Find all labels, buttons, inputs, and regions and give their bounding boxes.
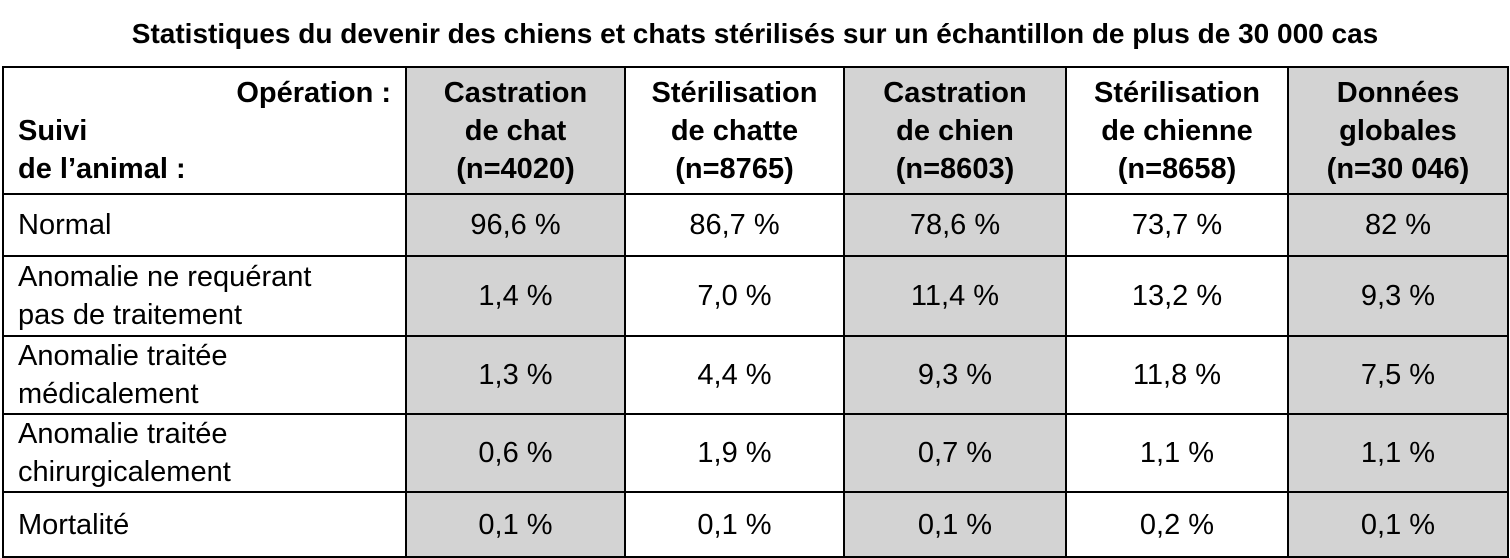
- corner-top: Opération :: [236, 76, 391, 109]
- cell: 0,1 %: [624, 491, 845, 558]
- row-label: Anomalie ne requérant pas de traitement: [2, 255, 407, 337]
- column-header-line: Stérilisation: [651, 76, 818, 109]
- data-row: Normal 96,6 % 86,7 % 78,6 % 73,7 % 82 %: [2, 193, 1509, 257]
- cell: 0,1 %: [405, 491, 626, 558]
- cell: 0,1 %: [843, 491, 1067, 558]
- column-header-line: (n=30 046): [1326, 152, 1470, 185]
- column-header-line: Castration: [443, 76, 588, 109]
- cell: 0,6 %: [405, 413, 626, 493]
- column-header: Stérilisation de chatte (n=8765): [624, 66, 845, 195]
- row-label: Mortalité: [2, 491, 407, 558]
- row-label-line: pas de traitement: [18, 299, 243, 331]
- column-header-line: (n=4020): [456, 152, 575, 185]
- cell: 7,0 %: [624, 255, 845, 337]
- row-label-line: chirurgicalement: [18, 456, 231, 488]
- cell: 86,7 %: [624, 193, 845, 257]
- cell: 96,6 %: [405, 193, 626, 257]
- data-row: Anomalie traitée chirurgicalement 0,6 % 1,9…: [2, 413, 1509, 493]
- column-header-line: (n=8658): [1117, 152, 1237, 185]
- title: Statistiques du devenir des chiens et ch…: [131, 18, 1379, 49]
- cell: 11,8 %: [1065, 335, 1289, 415]
- row-label-line: Anomalie traitée: [18, 418, 228, 450]
- row-label-line: Anomalie traitée: [18, 340, 228, 372]
- column-header-line: de chatte: [670, 114, 799, 147]
- header-row: Opération : Suivi de l’animal : Castration d…: [2, 66, 1509, 195]
- cell: 1,3 %: [405, 335, 626, 415]
- cell: 11,4 %: [843, 255, 1067, 337]
- column-header-line: Castration: [883, 76, 1027, 109]
- cell: 0,1 %: [1287, 491, 1509, 558]
- cell: 0,7 %: [843, 413, 1067, 493]
- column-header-line: Données: [1336, 76, 1460, 109]
- column-header: Castration de chat (n=4020): [405, 66, 626, 195]
- row-label-line: Mortalité: [18, 508, 130, 541]
- row-label: Normal: [2, 193, 407, 257]
- cell: 7,5 %: [1287, 335, 1509, 415]
- corner-bottom: Suivi: [18, 114, 88, 147]
- data-row: Anomalie traitée médicalement 1,3 % 4,4 % 9,…: [2, 335, 1509, 415]
- corner-cell: Opération : Suivi de l’animal :: [2, 66, 407, 195]
- column-header: Données globales (n=30 046): [1287, 66, 1509, 195]
- column-header-line: de chien: [896, 114, 1014, 147]
- row-label-line: Normal: [18, 209, 112, 241]
- table: Opération : Suivi de l’animal : Castration d…: [2, 66, 1509, 558]
- cell: 1,9 %: [624, 413, 845, 493]
- cell: 1,1 %: [1065, 413, 1289, 493]
- cell: 1,1 %: [1287, 413, 1509, 493]
- cell: 82 %: [1287, 193, 1509, 257]
- cell: 9,3 %: [843, 335, 1067, 415]
- cell: 1,4 %: [405, 255, 626, 337]
- cell: 4,4 %: [624, 335, 845, 415]
- cell: 0,2 %: [1065, 491, 1289, 558]
- row-label: Anomalie traitée chirurgicalement: [2, 413, 407, 493]
- column-header-line: Stérilisation: [1094, 76, 1260, 109]
- column-header-line: (n=8603): [895, 152, 1015, 185]
- data-row: Mortalité 0,1 % 0,1 % 0,1 % 0,2 % 0,1 %: [2, 491, 1509, 558]
- cell: 78,6 %: [843, 193, 1067, 257]
- column-header-line: de chat: [464, 114, 567, 147]
- cell: 9,3 %: [1287, 255, 1509, 337]
- column-header-line: (n=8765): [675, 152, 794, 185]
- column-header-line: globales: [1339, 114, 1457, 147]
- column-header-line: de chienne: [1101, 114, 1253, 147]
- data-row: Anomalie ne requérant pas de traitement 1,…: [2, 255, 1509, 337]
- row-label-line: médicalement: [18, 378, 199, 410]
- column-header: Stérilisation de chienne (n=8658): [1065, 66, 1289, 195]
- row-label: Anomalie traitée médicalement: [2, 335, 407, 415]
- column-header: Castration de chien (n=8603): [843, 66, 1067, 195]
- corner-bottom: de l’animal :: [18, 152, 186, 185]
- cell: 13,2 %: [1065, 255, 1289, 337]
- row-label-line: Anomalie ne requérant: [18, 261, 312, 293]
- cell: 73,7 %: [1065, 193, 1289, 257]
